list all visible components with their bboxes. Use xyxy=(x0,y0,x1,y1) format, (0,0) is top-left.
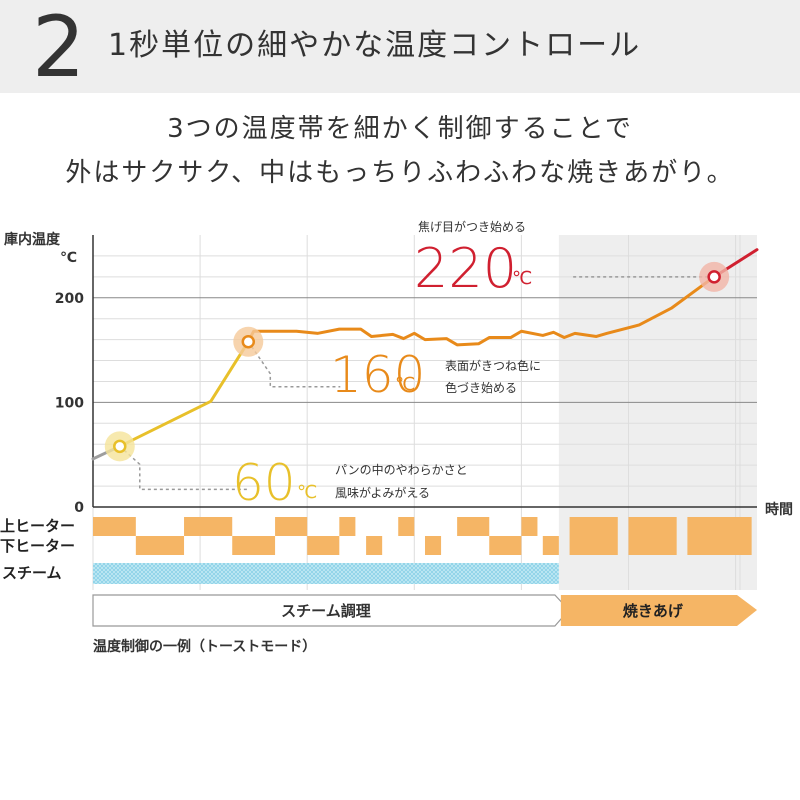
subtitle-line-1: 3つの温度帯を細かく制御することで xyxy=(167,114,633,144)
lower-heater-on xyxy=(542,536,559,555)
series-line xyxy=(246,275,716,347)
marker-leader-line xyxy=(247,341,341,388)
y-axis-unit: ℃ xyxy=(60,250,77,266)
steam-on xyxy=(93,563,559,584)
marker-point xyxy=(241,334,256,349)
y-tick-label: 0 xyxy=(74,500,84,516)
lower-heater-on xyxy=(366,536,383,555)
marker-value: 60 xyxy=(232,454,296,512)
marker-leader-line xyxy=(119,445,248,491)
marker-note: パンの中のやわらかさと xyxy=(335,462,468,477)
marker-unit: ℃ xyxy=(512,268,532,289)
phase-label-bake: 焼きあげ xyxy=(623,602,684,620)
y-tick-label: 100 xyxy=(55,395,84,411)
marker-note: 風味がよみがえる xyxy=(335,485,430,500)
lower-heater-on xyxy=(307,536,340,555)
marker-note: 色づき始める xyxy=(445,381,517,395)
upper-heater-on xyxy=(93,517,136,536)
upper-heater-on xyxy=(457,517,490,536)
marker-unit: ℃ xyxy=(297,482,317,503)
upper-heater-label: 上ヒーター xyxy=(0,517,75,535)
lower-heater-on xyxy=(135,536,185,555)
marker-value: 220 xyxy=(414,237,517,300)
lower-heater-label: 下ヒーター xyxy=(0,537,75,555)
bake-heater-on xyxy=(569,517,618,555)
phase-arrow-bake xyxy=(560,595,757,626)
phase-label-steam: スチーム調理 xyxy=(281,602,371,620)
marker-point xyxy=(113,439,127,454)
marker-unit: ℃ xyxy=(395,374,415,395)
upper-heater-on xyxy=(339,517,356,536)
lower-heater-on xyxy=(232,536,276,555)
bake-heater-on xyxy=(628,517,677,555)
marker-note: 表面がきつね色に xyxy=(445,358,541,373)
section-title: 1秒単位の細やかな温度コントロール xyxy=(108,28,642,63)
section-number: 2 xyxy=(32,0,86,96)
header-band: 2 1秒単位の細やかな温度コントロール xyxy=(0,0,800,93)
bake-heater-on xyxy=(687,517,752,555)
marker-value: 160 xyxy=(330,346,425,404)
lower-heater-on xyxy=(489,536,522,555)
upper-heater-on xyxy=(521,517,538,536)
x-axis-label: 時間 xyxy=(765,501,793,518)
upper-heater-on xyxy=(398,517,415,536)
upper-heater-on xyxy=(184,517,233,536)
subtitle-line-2: 外はサクサク、中はもっちりふわふわな焼きあがり。 xyxy=(65,158,735,188)
marker-point xyxy=(707,270,721,284)
lower-heater-on xyxy=(425,536,442,555)
steam-label: スチーム xyxy=(2,564,62,582)
upper-heater-on xyxy=(275,517,308,536)
y-axis-label: 庫内温度 xyxy=(4,231,61,248)
series-line xyxy=(118,340,250,448)
chart-caption: 温度制御の一例（トーストモード） xyxy=(93,639,317,655)
y-tick-label: 200 xyxy=(55,291,84,307)
marker-note: 焦げ目がつき始める xyxy=(418,219,526,234)
